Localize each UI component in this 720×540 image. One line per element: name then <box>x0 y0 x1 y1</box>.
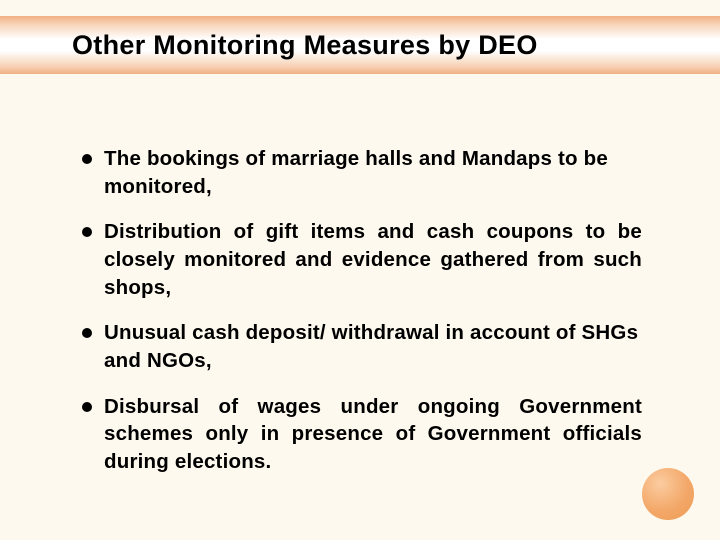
slide-title: Other Monitoring Measures by DEO <box>72 30 538 61</box>
bullet-text: The bookings of marriage halls and Manda… <box>104 145 642 200</box>
bullet-list: The bookings of marriage halls and Manda… <box>82 145 642 494</box>
list-item: Distribution of gift items and cash coup… <box>82 218 642 301</box>
bullet-dot-icon <box>82 227 92 237</box>
list-item: The bookings of marriage halls and Manda… <box>82 145 642 200</box>
bullet-dot-icon <box>82 154 92 164</box>
bullet-dot-icon <box>82 328 92 338</box>
list-item: Disbursal of wages under ongoing Governm… <box>82 393 642 476</box>
bullet-text: Distribution of gift items and cash coup… <box>104 218 642 301</box>
bullet-text: Disbursal of wages under ongoing Governm… <box>104 393 642 476</box>
list-item: Unusual cash deposit/ withdrawal in acco… <box>82 319 642 374</box>
bullet-text: Unusual cash deposit/ withdrawal in acco… <box>104 319 642 374</box>
title-band: Other Monitoring Measures by DEO <box>0 16 720 74</box>
bullet-dot-icon <box>82 402 92 412</box>
decorative-circle-icon <box>642 468 694 520</box>
